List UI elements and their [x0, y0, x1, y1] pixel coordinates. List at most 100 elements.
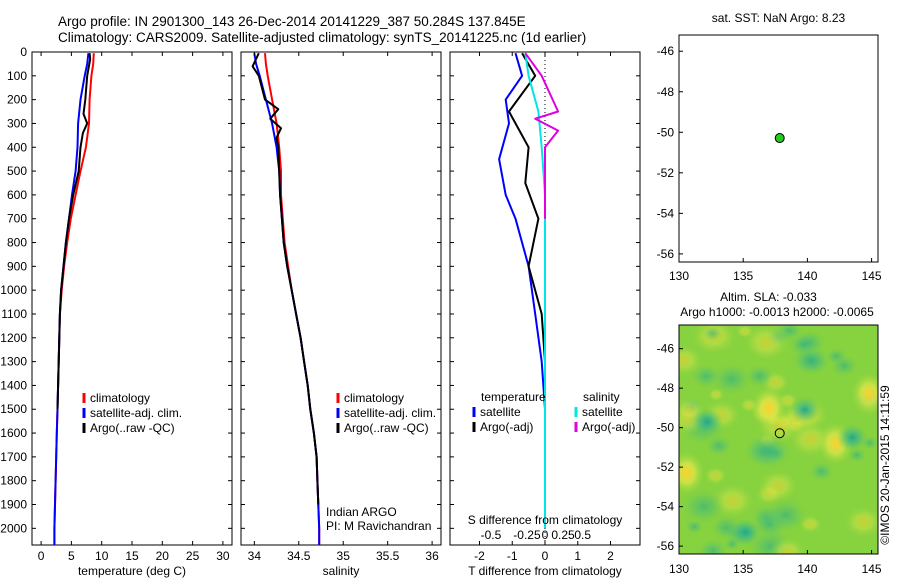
heatmap-texture-cell — [703, 466, 728, 485]
sla-high-anomaly — [851, 372, 878, 417]
temperature-difference-legend-item: satellite — [480, 405, 521, 419]
difference-x-tick-label: -2 — [474, 549, 485, 563]
salinity-difference-tick-label: 0.25 — [551, 528, 575, 542]
sla-x-tick-label: 135 — [733, 562, 753, 576]
heatmap-texture-cell — [764, 498, 808, 533]
difference-x-tick-label: 2 — [607, 549, 614, 563]
difference-series-line — [508, 52, 546, 410]
salinity-plot-frame — [240, 51, 442, 546]
depth-y-tick-label: 1800 — [0, 474, 27, 488]
heatmap-texture-cell — [707, 387, 725, 402]
temperature-series-line — [53, 53, 90, 545]
heatmap-texture-cell — [757, 469, 799, 503]
heatmap-texture-cell — [735, 325, 754, 339]
heatmap-texture-cell — [809, 461, 834, 482]
principal-investigator-label: PI: M Ravichandran — [326, 519, 431, 533]
heatmap-texture-cell — [791, 345, 829, 376]
heatmap-texture-cell — [743, 325, 791, 362]
heatmap-texture-cell — [679, 344, 704, 376]
argo-position-marker — [774, 133, 785, 144]
sla-y-tick-label: -50 — [657, 421, 675, 435]
heatmap-texture-cell — [843, 506, 878, 538]
depth-y-tick-label: 1000 — [0, 283, 27, 297]
position-y-tick-label: -48 — [657, 85, 675, 99]
argo-sla-marker — [774, 428, 785, 439]
difference-x-tick-label: -1 — [507, 549, 518, 563]
sla-y-tick-label: -46 — [657, 342, 675, 356]
salinity-difference-legend-item: satellite — [582, 405, 623, 419]
heatmap-texture-cell — [711, 363, 752, 396]
heatmap-texture-cell — [703, 326, 722, 342]
position-x-tick-label: 145 — [862, 269, 882, 283]
sla-low-anomaly — [729, 518, 762, 547]
difference-series-line — [524, 52, 560, 219]
depth-y-tick-label: 1300 — [0, 355, 27, 369]
salinity-x-tick-label: 34.5 — [287, 549, 311, 563]
salinity-difference-tick-label: -0.5 — [481, 528, 502, 542]
sla-y-tick-label: -54 — [657, 500, 675, 514]
sla-x-tick-label: 130 — [669, 562, 689, 576]
float-program-label: Indian ARGO — [326, 505, 397, 519]
position-x-tick-label: 135 — [733, 269, 753, 283]
temperature-x-tick-label: 5 — [68, 549, 75, 563]
sla-y-tick-label: -56 — [657, 539, 675, 553]
salinity-legend-item: Argo(..raw -QC) — [344, 421, 429, 435]
sla-x-tick-label: 140 — [797, 562, 817, 576]
salinity-x-tick-label: 35.5 — [376, 549, 400, 563]
temperature-x-tick-label: 15 — [125, 549, 139, 563]
depth-y-tick-label: 600 — [7, 188, 27, 202]
depth-y-tick-label: 1200 — [0, 331, 27, 345]
salinity-difference-tick-label: -0.25 — [513, 528, 541, 542]
temperature-difference-axis-label: T difference from climatology — [468, 564, 622, 578]
position-x-tick-label: 140 — [797, 269, 817, 283]
depth-y-tick-label: 100 — [7, 69, 27, 83]
position-plot-frame — [678, 34, 879, 263]
position-y-tick-label: -52 — [657, 166, 675, 180]
sst-title: sat. SST: NaN Argo: 8.23 — [712, 11, 846, 25]
temperature-x-tick-label: 20 — [156, 549, 170, 563]
sla-low-anomaly — [691, 407, 724, 436]
title-line-1: Argo profile: IN 2901300_143 26-Dec-2014… — [58, 14, 526, 29]
heatmap-texture-cell — [705, 435, 732, 457]
heatmap-texture-cell — [769, 537, 806, 554]
salinity-x-tick-label: 36 — [425, 549, 439, 563]
salinity-difference-legend-item: Argo(-adj) — [582, 420, 635, 434]
depth-y-tick-label: 700 — [7, 212, 27, 226]
temperature-legend-item: Argo(..raw -QC) — [90, 421, 175, 435]
temperature-axis-label: temperature (deg C) — [78, 564, 186, 578]
depth-y-tick-label: 2000 — [0, 521, 27, 535]
sla-title-line-2: Argo h1000: -0.0013 h2000: -0.0065 — [680, 305, 874, 319]
salinity-series-line — [251, 52, 320, 505]
depth-y-tick-label: 1100 — [1, 307, 27, 321]
temperature-series-line — [56, 53, 92, 410]
sla-high-anomaly — [679, 451, 705, 496]
sla-y-tick-label: -52 — [657, 460, 675, 474]
depth-y-tick-label: 1500 — [0, 402, 27, 416]
salinity-difference-axis-label: S difference from climatology — [468, 513, 623, 527]
depth-y-tick-label: 300 — [7, 116, 27, 130]
position-y-tick-label: -54 — [657, 206, 675, 220]
temperature-x-tick-label: 0 — [38, 549, 45, 563]
depth-y-tick-label: 0 — [20, 45, 27, 59]
temperature-legend-heading: temperature — [481, 390, 546, 404]
salinity-x-tick-label: 35 — [337, 549, 351, 563]
depth-y-tick-label: 1600 — [0, 426, 27, 440]
temperature-legend-item: satellite-adj. clim. — [90, 406, 182, 420]
heatmap-texture-cell — [747, 433, 793, 470]
depth-y-tick-label: 200 — [7, 93, 27, 107]
title-line-2: Climatology: CARS2009. Satellite-adjuste… — [58, 30, 587, 45]
heatmap-texture-cell — [745, 364, 774, 388]
heatmap-texture-cell — [685, 519, 704, 535]
depth-y-tick-label: 500 — [7, 164, 27, 178]
depth-y-tick-label: 1400 — [0, 378, 27, 392]
position-y-tick-label: -56 — [657, 247, 675, 261]
sla-low-anomaly — [836, 423, 869, 452]
difference-x-tick-label: 1 — [574, 549, 581, 563]
sla-high-anomaly — [750, 385, 787, 430]
sla-low-anomaly — [788, 395, 821, 424]
salinity-x-tick-label: 34 — [248, 549, 262, 563]
salinity-legend-heading: salinity — [583, 390, 620, 404]
sla-title-line-1: Altim. SLA: -0.033 — [720, 290, 817, 304]
salinity-series-line — [253, 53, 321, 545]
